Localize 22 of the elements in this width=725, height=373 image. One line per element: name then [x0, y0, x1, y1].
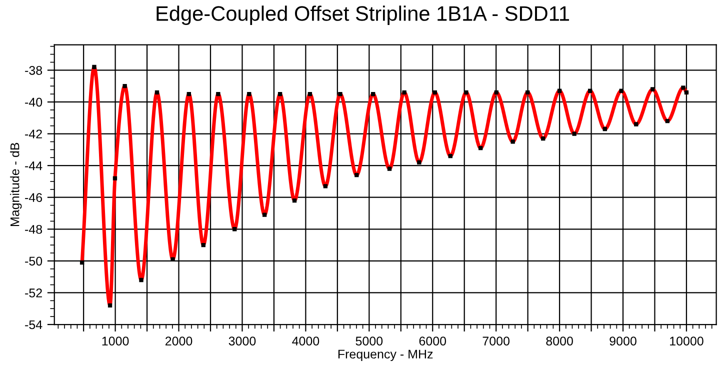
x-tick-label: 7000 — [482, 336, 510, 346]
x-tick-label: 6000 — [419, 336, 446, 346]
x-tick-label: 5000 — [356, 336, 383, 346]
y-tick-label: -42 — [25, 130, 42, 138]
y-tick-label: -54 — [25, 320, 42, 330]
y-tick-label: -50 — [25, 256, 42, 266]
x-tick-label: 1000 — [102, 336, 129, 346]
x-tick-label: 8000 — [546, 336, 573, 346]
x-tick-label: 10000 — [670, 336, 704, 346]
y-tick-label: -46 — [25, 193, 42, 202]
y-tick-label: -48 — [25, 224, 42, 234]
chart-title: Edge-Coupled Offset Stripline 1B1A - SDD11 — [156, 6, 569, 26]
y-tick-label: -52 — [25, 288, 42, 298]
y-tick-label: -44 — [25, 161, 42, 170]
x-tick-label: 9000 — [610, 336, 636, 346]
x-tick-label: 4000 — [292, 336, 320, 346]
y-tick-label: -38 — [25, 66, 42, 75]
x-axis-title: Frequency - MHz — [338, 350, 433, 362]
x-tick-label: 3000 — [228, 336, 256, 346]
x-tick-label: 2000 — [165, 336, 192, 346]
y-axis-title: Magnitude - dB — [10, 142, 22, 226]
y-tick-label: -40 — [25, 98, 42, 107]
